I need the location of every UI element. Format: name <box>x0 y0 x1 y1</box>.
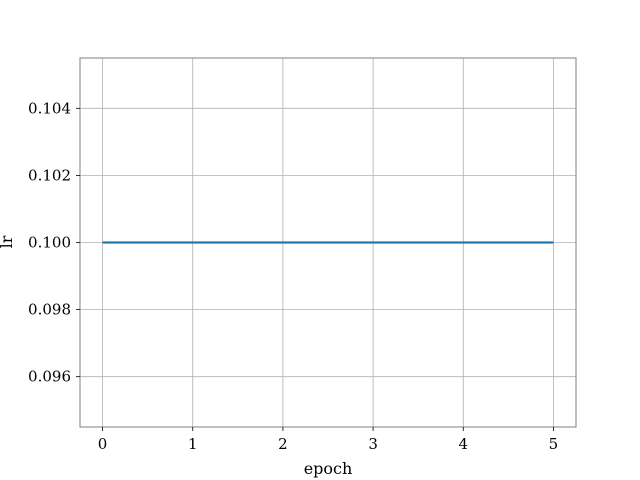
x-tick-label: 1 <box>188 435 198 453</box>
x-tick-label: 4 <box>458 435 468 453</box>
y-tick-label: 0.098 <box>28 301 71 319</box>
y-axis-label: lr <box>0 235 16 248</box>
x-tick-label: 5 <box>549 435 559 453</box>
x-axis: 0 1 2 3 4 5 <box>98 427 558 453</box>
x-tick-label: 2 <box>278 435 288 453</box>
x-axis-label: epoch <box>304 459 353 478</box>
x-tick-label: 3 <box>368 435 378 453</box>
y-tick-label: 0.100 <box>28 234 71 252</box>
y-tick-label: 0.096 <box>28 368 71 386</box>
y-tick-label: 0.102 <box>28 166 71 184</box>
y-tick-label: 0.104 <box>28 99 71 117</box>
y-axis: 0.096 0.098 0.100 0.102 0.104 <box>28 99 80 386</box>
x-tick-label: 0 <box>98 435 108 453</box>
